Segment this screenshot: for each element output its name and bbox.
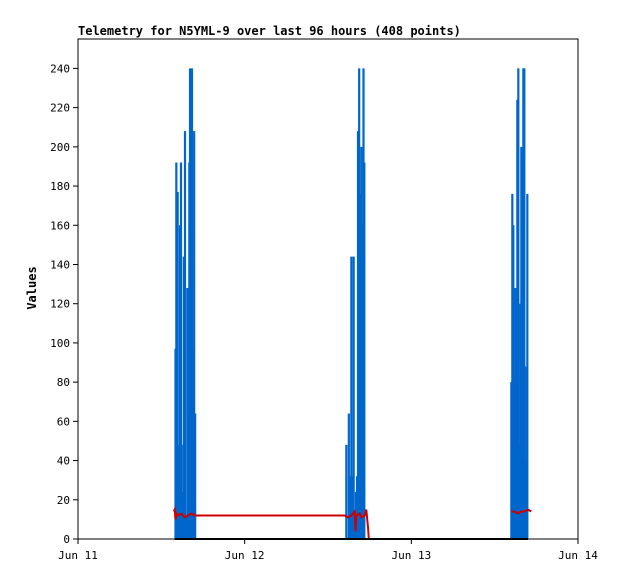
chart-title: Telemetry for N5YML-9 over last 96 hours… [78, 24, 461, 38]
y-tick-label: 0 [63, 533, 70, 546]
y-tick-label: 60 [57, 415, 70, 428]
plot-frame [77, 38, 579, 540]
series-layer [172, 68, 532, 540]
y-tick-label: 140 [50, 258, 70, 271]
series-line [511, 508, 532, 515]
x-tick-label: Jun 11 [58, 549, 98, 562]
series-line [172, 505, 370, 540]
y-tick-label: 200 [50, 141, 70, 154]
y-tick-label: 120 [50, 298, 70, 311]
y-tick-label: 100 [50, 337, 70, 350]
y-tick-label: 180 [50, 180, 70, 193]
x-tick-label: Jun 14 [558, 549, 598, 562]
y-tick-label: 220 [50, 102, 70, 115]
x-tick-label: Jun 13 [391, 549, 431, 562]
y-tick-label: 20 [57, 494, 70, 507]
y-axis-label: Values [25, 266, 39, 309]
y-tick-label: 240 [50, 62, 70, 75]
x-tick-label: Jun 12 [225, 549, 265, 562]
y-tick-label: 80 [57, 376, 70, 389]
axes-layer: 0 20 40 60 80 100 120 140 160 180 200 220 240 Jun 11 J… [50, 62, 598, 562]
y-tick-label: 160 [50, 219, 70, 232]
y-tick-label: 40 [57, 455, 70, 468]
